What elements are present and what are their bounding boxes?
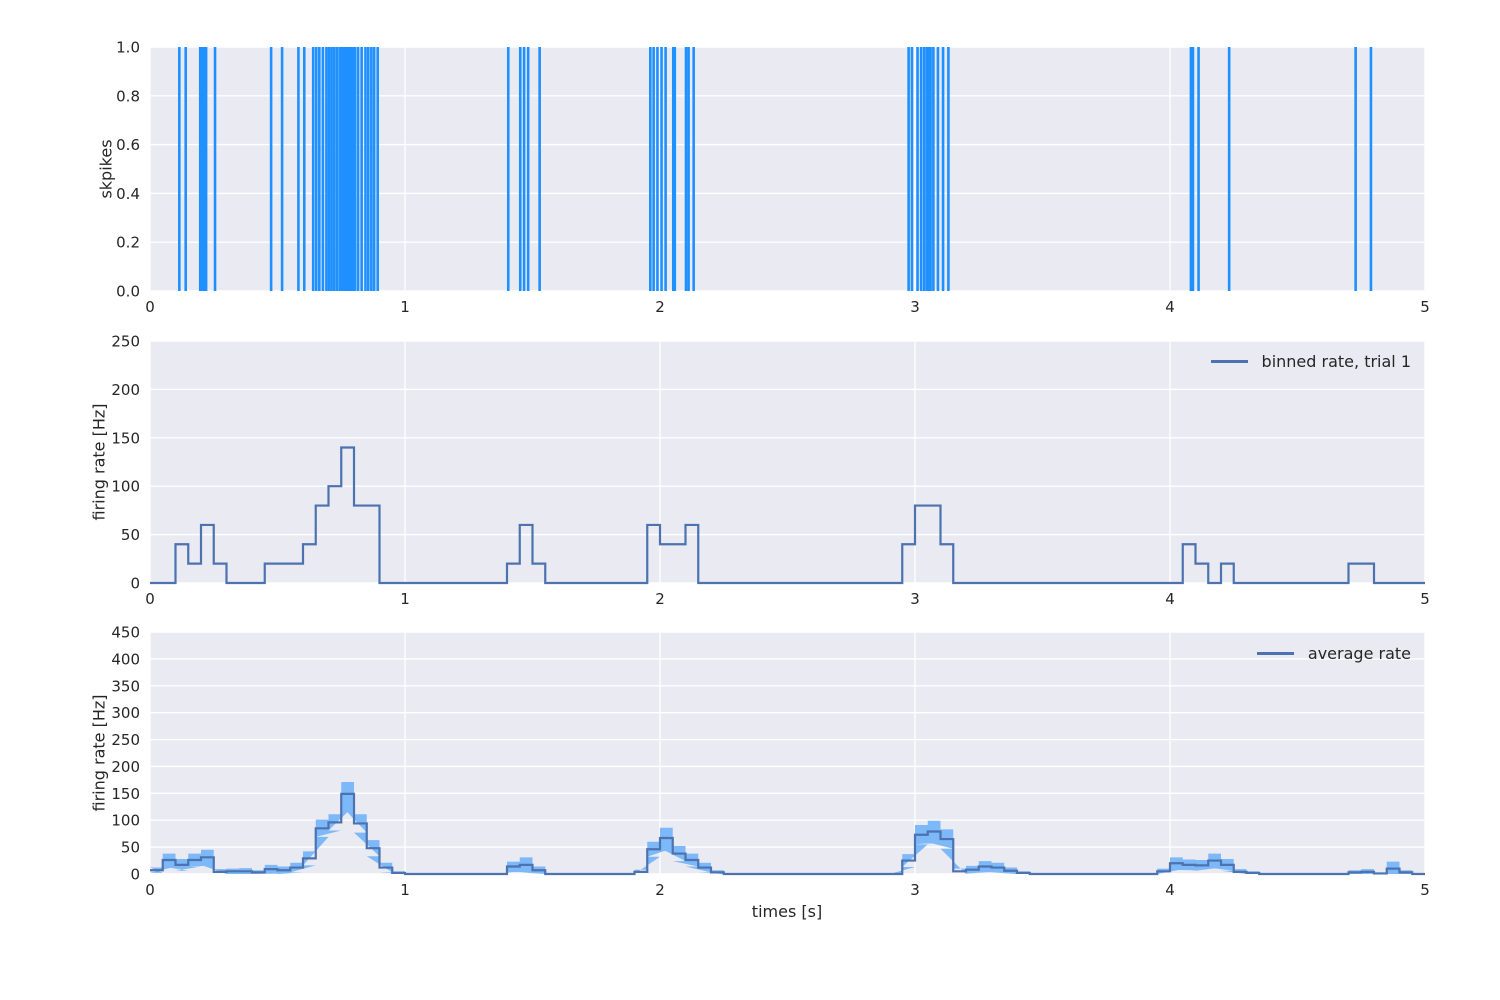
svg-text:0: 0 bbox=[145, 881, 155, 899]
subplot-1-background bbox=[150, 341, 1425, 583]
subplot-0-y-tick-labels: 0.0 0.2 0.4 0.6 0.8 1.0 bbox=[116, 39, 140, 301]
svg-text:0: 0 bbox=[130, 866, 140, 884]
svg-text:200: 200 bbox=[111, 381, 140, 399]
x-axis-label: times [s] bbox=[751, 902, 823, 921]
spike-raster-lines bbox=[178, 47, 1373, 291]
svg-text:5: 5 bbox=[1420, 590, 1430, 608]
binned-rate-line bbox=[150, 446, 1425, 585]
svg-text:0.6: 0.6 bbox=[116, 136, 140, 154]
subplot-0-x-tick-labels: 0 1 2 3 4 5 bbox=[145, 298, 1430, 316]
subplot-1-y-tick-labels: 0 50 100 150 200 250 bbox=[111, 333, 140, 593]
svg-text:3: 3 bbox=[910, 881, 920, 899]
svg-text:150: 150 bbox=[111, 429, 140, 447]
svg-text:50: 50 bbox=[121, 526, 140, 544]
svg-text:0.0: 0.0 bbox=[116, 283, 140, 301]
svg-text:100: 100 bbox=[111, 812, 140, 830]
svg-text:2: 2 bbox=[655, 298, 665, 316]
svg-text:300: 300 bbox=[111, 704, 140, 722]
subplot-2-x-tick-labels: 0 1 2 3 4 5 bbox=[145, 881, 1430, 899]
legend-binned-rate: binned rate, trial 1 bbox=[1210, 352, 1411, 371]
svg-text:0: 0 bbox=[130, 575, 140, 593]
svg-text:2: 2 bbox=[655, 881, 665, 899]
legend-label-binned: binned rate, trial 1 bbox=[1261, 352, 1411, 371]
svg-text:3: 3 bbox=[910, 298, 920, 316]
svg-text:0.8: 0.8 bbox=[116, 87, 140, 105]
svg-text:50: 50 bbox=[121, 839, 140, 857]
svg-text:1: 1 bbox=[400, 881, 410, 899]
svg-text:200: 200 bbox=[111, 758, 140, 776]
subplot-2-y-tick-labels: 0 50 100 150 200 250 300 350 400 450 bbox=[111, 624, 140, 884]
legend-label-average: average rate bbox=[1307, 644, 1411, 663]
svg-text:5: 5 bbox=[1420, 298, 1430, 316]
subplot-2-background bbox=[150, 632, 1425, 874]
svg-text:400: 400 bbox=[111, 650, 140, 668]
svg-text:2: 2 bbox=[655, 590, 665, 608]
svg-text:150: 150 bbox=[111, 785, 140, 803]
svg-text:4: 4 bbox=[1165, 298, 1175, 316]
svg-text:350: 350 bbox=[111, 677, 140, 695]
subplot-1-x-tick-labels: 0 1 2 3 4 5 bbox=[145, 590, 1430, 608]
y-axis-label-average-rate: firing rate [Hz] bbox=[89, 694, 109, 812]
average-rate-line bbox=[150, 792, 1425, 876]
legend-line-sample-average bbox=[1256, 652, 1294, 655]
svg-text:0: 0 bbox=[145, 298, 155, 316]
svg-text:1: 1 bbox=[400, 590, 410, 608]
y-axis-label-binned-rate: firing rate [Hz] bbox=[89, 403, 109, 521]
svg-text:1: 1 bbox=[400, 298, 410, 316]
svg-text:3: 3 bbox=[910, 590, 920, 608]
svg-text:4: 4 bbox=[1165, 881, 1175, 899]
y-axis-label-spikes: skpikes bbox=[96, 139, 116, 199]
svg-text:0: 0 bbox=[145, 590, 155, 608]
legend-line-sample-binned bbox=[1210, 360, 1248, 363]
legend-average-rate: average rate bbox=[1256, 644, 1411, 663]
svg-text:250: 250 bbox=[111, 731, 140, 749]
svg-text:1.0: 1.0 bbox=[116, 39, 140, 57]
svg-text:4: 4 bbox=[1165, 590, 1175, 608]
svg-text:250: 250 bbox=[111, 333, 140, 351]
subplot-0: 0 1 2 3 4 5 0.0 0.2 0.4 0.6 0.8 1.0 bbox=[116, 39, 1430, 317]
svg-text:100: 100 bbox=[111, 478, 140, 496]
svg-text:5: 5 bbox=[1420, 881, 1430, 899]
svg-text:0.2: 0.2 bbox=[116, 234, 140, 252]
svg-text:0.4: 0.4 bbox=[116, 185, 140, 203]
svg-text:450: 450 bbox=[111, 624, 140, 642]
